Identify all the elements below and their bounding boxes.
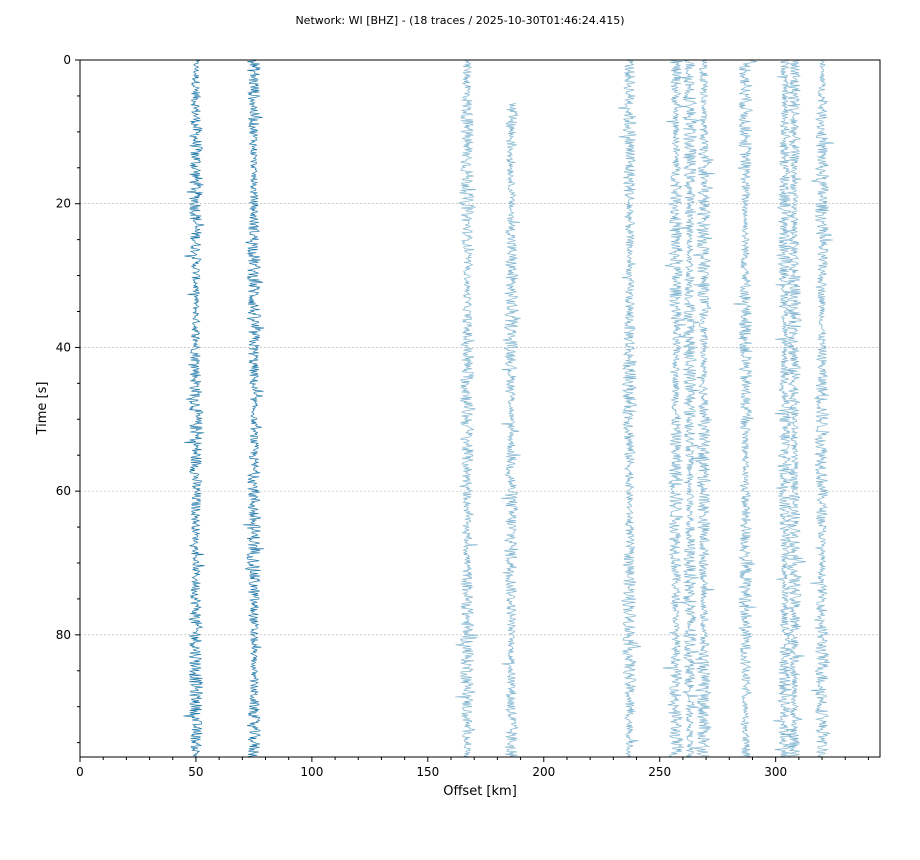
y-tick-label: 80 bbox=[56, 628, 71, 642]
x-axis-label: Offset [km] bbox=[443, 784, 517, 799]
grid-lines bbox=[80, 203, 880, 636]
trace-269 bbox=[690, 59, 715, 758]
trace-167 bbox=[455, 59, 479, 758]
y-tick-label: 40 bbox=[56, 340, 71, 354]
trace-287 bbox=[733, 59, 758, 758]
x-tick-label: 250 bbox=[648, 765, 671, 779]
trace-186 bbox=[500, 102, 521, 758]
trace-257 bbox=[662, 59, 689, 758]
x-tick-label: 0 bbox=[76, 765, 84, 779]
x-tick-label: 100 bbox=[300, 765, 323, 779]
axes: 0 50 100 150 200 250 300 0 20 40 60 80 bbox=[56, 53, 869, 779]
trace-304 bbox=[773, 59, 794, 758]
plot-frame bbox=[79, 59, 881, 758]
y-axis-label: Time [s] bbox=[35, 382, 50, 436]
x-tick-label: 200 bbox=[532, 765, 555, 779]
y-tick-label: 60 bbox=[56, 484, 71, 498]
traces bbox=[183, 59, 835, 758]
x-tick-label: 300 bbox=[764, 765, 787, 779]
trace-320 bbox=[809, 59, 835, 758]
y-tick-label: 20 bbox=[56, 197, 71, 211]
trace-50 bbox=[183, 59, 205, 758]
x-tick-label: 150 bbox=[416, 765, 439, 779]
chart-title: Network: WI [BHZ] - (18 traces / 2025-10… bbox=[295, 14, 625, 27]
trace-237 bbox=[617, 59, 642, 758]
trace-308 bbox=[782, 59, 806, 758]
y-tick-label: 0 bbox=[63, 53, 71, 67]
x-tick-label: 50 bbox=[188, 765, 203, 779]
trace-263 bbox=[677, 59, 700, 758]
trace-75 bbox=[242, 59, 265, 758]
